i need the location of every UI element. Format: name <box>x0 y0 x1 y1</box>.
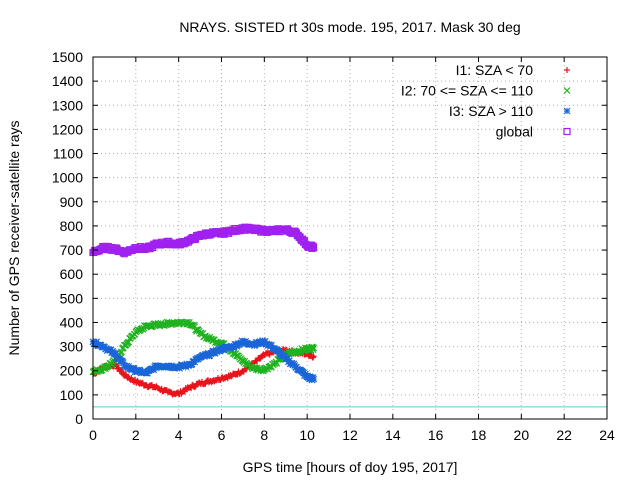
y-tick-label: 1200 <box>52 121 83 137</box>
legend-marker <box>563 127 571 136</box>
x-tick-label: 20 <box>514 427 530 443</box>
data-point <box>115 364 122 371</box>
legend-label: I3: SZA > 110 <box>449 103 533 119</box>
x-tick-label: 2 <box>132 427 140 443</box>
y-tick-label: 100 <box>60 387 84 403</box>
data-point <box>310 344 318 352</box>
data-point <box>191 384 198 391</box>
legend-marker <box>563 107 571 115</box>
legend-label: I1: SZA < 70 <box>456 62 534 78</box>
series-layer <box>89 223 318 398</box>
x-tick-label: 12 <box>342 427 358 443</box>
data-point <box>310 353 317 360</box>
y-tick-label: 400 <box>60 314 84 330</box>
y-tick-label: 1100 <box>53 146 83 162</box>
y-axis-label: Number of GPS receiver-satellite rays <box>6 121 22 356</box>
x-tick-label: 4 <box>175 427 183 443</box>
y-tick-label: 1400 <box>52 73 83 89</box>
x-tick-label: 14 <box>385 427 401 443</box>
data-point <box>310 375 318 383</box>
y-tick-label: 900 <box>60 194 84 210</box>
data-point <box>119 359 127 366</box>
legend-label: I2: 70 <= SZA <= 110 <box>401 83 533 99</box>
y-tick-label: 1000 <box>52 170 83 186</box>
data-point <box>309 244 318 252</box>
y-tick-label: 500 <box>60 290 84 306</box>
x-tick-label: 8 <box>260 427 268 443</box>
y-tick-label: 1300 <box>52 97 83 113</box>
y-tick-label: 0 <box>75 411 83 427</box>
y-tick-label: 600 <box>60 266 84 282</box>
legend-marker <box>564 67 570 73</box>
y-tick-label: 300 <box>60 339 84 355</box>
x-tick-label: 0 <box>89 427 97 443</box>
series-4 <box>89 223 318 258</box>
x-tick-label: 18 <box>471 427 487 443</box>
x-tick-label: 24 <box>599 427 615 443</box>
legend-marker <box>563 87 571 94</box>
x-tick-label: 6 <box>218 427 226 443</box>
data-point <box>309 346 317 353</box>
x-tick-label: 10 <box>299 427 315 443</box>
axis-ticks: 0100200300400500600700800900100011001200… <box>52 49 615 443</box>
x-axis-label: GPS time [hours of doy 195, 2017] <box>243 459 458 475</box>
x-tick-label: 22 <box>556 427 572 443</box>
legend-label: global <box>496 124 533 140</box>
y-tick-label: 200 <box>60 363 84 379</box>
y-tick-label: 700 <box>60 242 84 258</box>
legend: I1: SZA < 70 I2: 70 <= SZA <= 110 I3: SZA … <box>401 62 571 140</box>
x-tick-label: 16 <box>428 427 444 443</box>
chart-title: NRAYS. SISTED rt 30s mode. 195, 2017. Ma… <box>179 19 520 35</box>
series-3 <box>89 337 318 384</box>
y-tick-label: 800 <box>60 218 84 234</box>
y-tick-label: 1500 <box>52 49 83 65</box>
